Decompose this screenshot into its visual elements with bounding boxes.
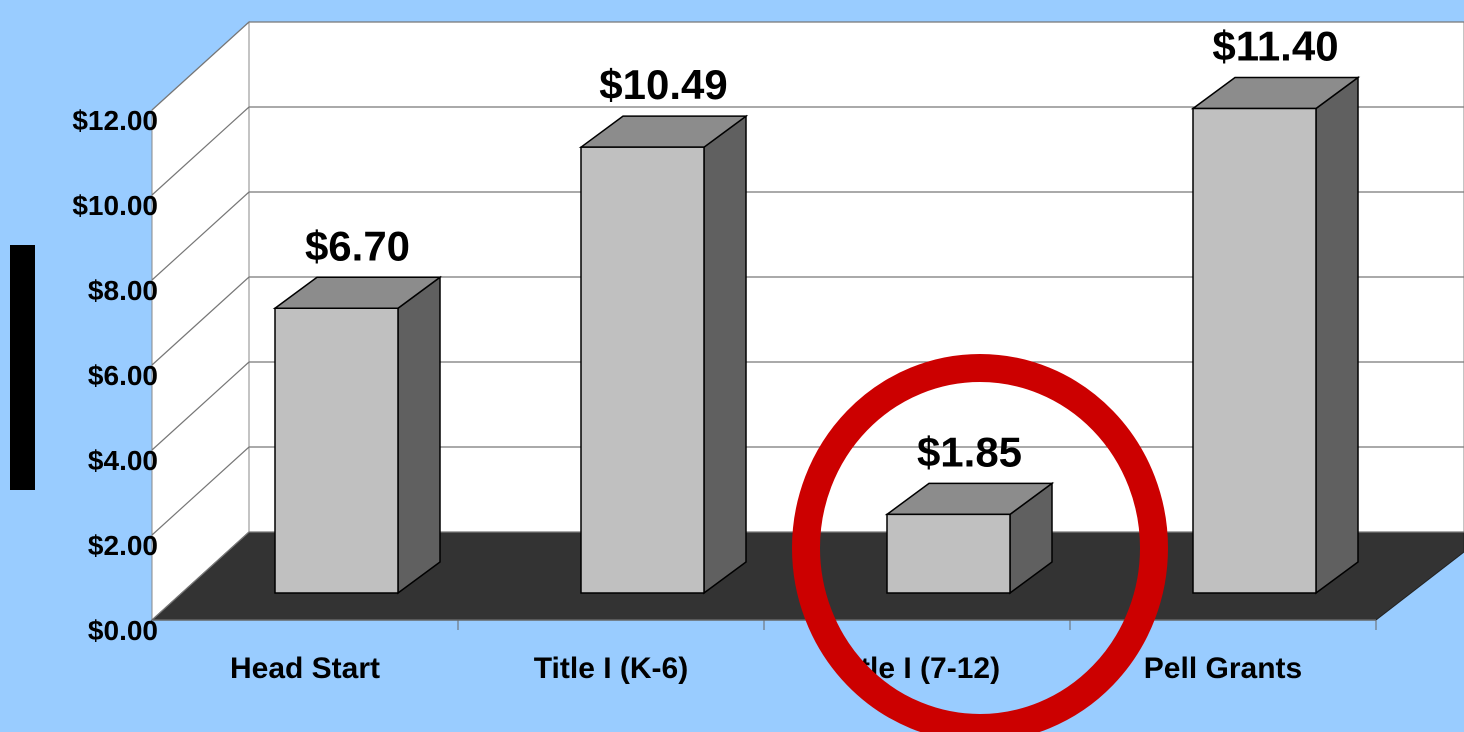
bar-side <box>1315 76 1359 595</box>
bar-front <box>580 146 705 594</box>
x-tick-label: Title I (K-6) <box>534 652 688 685</box>
highlight-circle <box>792 354 1168 732</box>
grid-line <box>151 276 1464 366</box>
y-tick-label: $12.00 <box>72 105 158 136</box>
bar-front <box>886 513 1011 594</box>
side-marker <box>10 245 35 490</box>
y-tick-label: $10.00 <box>72 190 158 221</box>
grid-line <box>151 446 1464 536</box>
value-label: $10.49 <box>599 61 727 108</box>
bar-side <box>397 275 441 595</box>
y-tick-label: $2.00 <box>88 530 158 561</box>
grid-line <box>151 531 1464 621</box>
bar <box>578 114 749 595</box>
bar <box>884 481 1055 595</box>
y-tick-label: $4.00 <box>88 445 158 476</box>
bar <box>272 275 443 595</box>
x-tick-label: Head Start <box>230 652 380 685</box>
grid-line <box>151 361 1464 451</box>
y-tick-label: $8.00 <box>88 275 158 306</box>
bar <box>1190 76 1361 595</box>
y-tick-label: $6.00 <box>88 360 158 391</box>
bar-side <box>703 114 747 595</box>
value-label: $1.85 <box>917 428 1022 475</box>
grid-line <box>151 21 1464 111</box>
value-label: $11.40 <box>1212 23 1338 70</box>
x-tick-label: Pell Grants <box>1144 652 1302 685</box>
bar-front <box>274 307 399 594</box>
grid-line <box>151 106 1464 196</box>
y-tick-label: $0.00 <box>88 615 158 646</box>
grid-line <box>151 191 1464 281</box>
bar-front <box>1192 107 1317 594</box>
value-label: $6.70 <box>305 222 410 269</box>
